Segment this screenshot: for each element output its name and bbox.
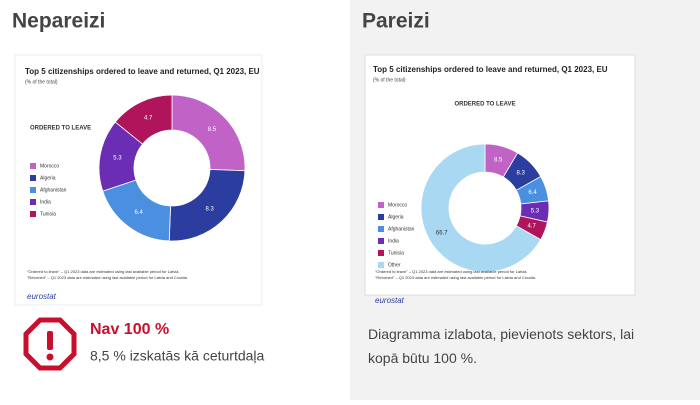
legend-label: Morocco [40,163,59,169]
donut-segment [168,169,246,242]
chart-subtitle: (% of the total) [373,77,406,83]
data-label: 8.5 [208,127,217,133]
source-logo: eurostat [27,292,57,301]
legend-swatch [30,199,36,205]
legend-swatch [378,238,384,244]
legend-label: Other [388,262,401,268]
warning-icon [23,317,77,371]
legend-swatch [378,250,384,256]
legend-label: Morocco [388,202,407,208]
legend-label: India [40,199,51,205]
legend-swatch [30,211,36,217]
verdict: Nav 100 % [90,321,169,338]
data-label: 8.3 [206,206,215,212]
data-label: 4.7 [527,224,536,230]
legend-label: India [388,238,399,244]
source-logo: eurostat [375,296,405,305]
data-label: 6.4 [528,190,537,196]
legend-label: Tunisia [40,211,56,217]
legend-label: Algeria [388,214,404,220]
note: 8,5 % izskatās kā ceturtdaļa [90,348,265,364]
footnote: "Ordered to leave" – Q1 2023 data are es… [27,269,180,274]
legend-label: Afghanistan [40,187,67,193]
legend-swatch [378,214,384,220]
section-label: ORDERED TO LEAVE [30,126,91,132]
chart-subtitle: (% of the total) [25,79,58,85]
chart-title: Top 5 citizenships ordered to leave and … [373,65,608,74]
legend-swatch [30,175,36,181]
data-label: 4.7 [144,115,153,121]
legend-swatch [378,262,384,268]
data-label: 8.5 [494,157,503,163]
data-label: 5.3 [531,208,540,214]
donut-segment [420,143,542,273]
legend-swatch [30,163,36,169]
note-box: Diagramma izlabota, pievienots sektors, … [368,326,635,366]
footnote: "Ordered to leave" – Q1 2023 data are es… [375,269,528,274]
footnote: "Returned" – Q1 2023 data are estimated … [27,275,188,280]
data-label: 5.3 [113,156,122,162]
legend-label: Afghanistan [388,226,415,232]
data-label: 66.7 [436,231,448,237]
data-label: 6.4 [135,210,144,216]
legend-swatch [378,226,384,232]
legend-label: Tunisia [388,250,404,256]
legend-swatch [378,202,384,208]
data-label: 8.3 [517,171,526,177]
donut-segment [171,94,246,172]
legend-label: Algeria [40,175,56,181]
donut-segment [114,94,173,145]
heading: Nepareizi [12,10,105,33]
footnote: "Returned" – Q1 2023 data are estimated … [375,275,536,280]
chart-title: Top 5 citizenships ordered to leave and … [25,67,260,76]
heading: Pareizi [362,10,430,33]
legend-swatch [30,187,36,193]
note: Diagramma izlabota, pievienots sektors, … [368,326,635,366]
section-label: ORDERED TO LEAVE [454,102,515,108]
